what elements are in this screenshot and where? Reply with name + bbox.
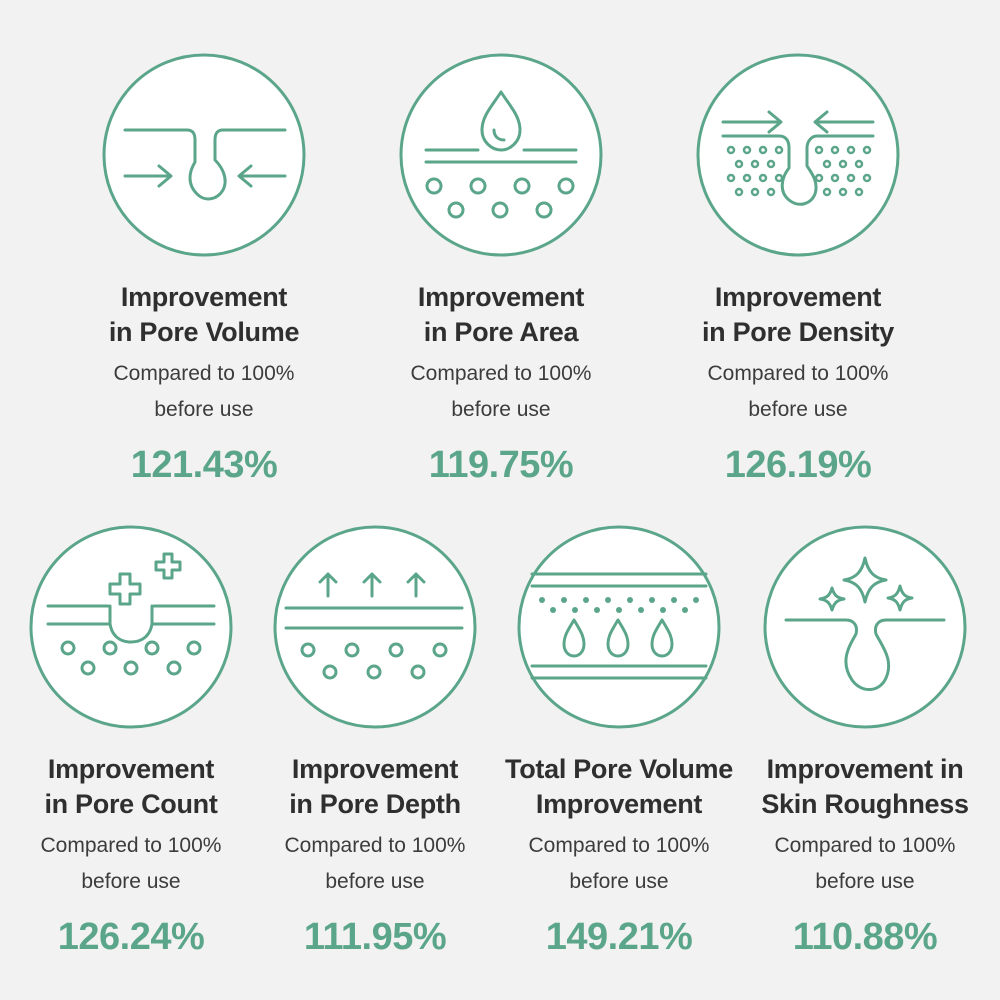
metric-card-total-pore-volume: Total Pore Volume Improvement Compared t… <box>494 524 744 960</box>
metric-value: 121.43% <box>130 444 278 486</box>
pore-count-icon <box>29 525 233 729</box>
pore-depth-icon <box>273 525 477 729</box>
metric-title: Improvement in Pore Count <box>44 754 218 819</box>
metric-value: 119.75% <box>428 444 574 486</box>
metric-title: Improvement in Pore Area <box>417 282 585 347</box>
pore-density-icon <box>696 53 900 257</box>
metric-subtitle: Compared to 100% before use <box>410 362 592 421</box>
pore-volume-icon <box>102 53 306 257</box>
metric-subtitle: Compared to 100% before use <box>774 834 956 893</box>
metric-subtitle: Compared to 100% before use <box>40 834 222 893</box>
metric-subtitle: Compared to 100% before use <box>528 834 710 893</box>
skin-roughness-icon <box>763 525 967 729</box>
metric-subtitle: Compared to 100% before use <box>707 362 889 421</box>
metric-subtitle: Compared to 100% before use <box>113 362 295 421</box>
metric-value: 110.88% <box>792 916 938 958</box>
metric-card-pore-depth: Improvement in Pore Depth Compared to 10… <box>250 524 500 960</box>
metric-value: 111.95% <box>303 916 447 958</box>
metric-value: 126.24% <box>57 916 205 958</box>
metric-title: Improvement in Pore Volume <box>108 282 300 347</box>
metric-card-pore-volume: Improvement in Pore Volume Compared to 1… <box>79 52 329 488</box>
metric-title: Improvement in Pore Density <box>701 282 895 347</box>
metric-card-pore-density: Improvement in Pore Density Compared to … <box>673 52 923 488</box>
metric-title: Improvement in Skin Roughness <box>761 754 969 819</box>
metric-value: 149.21% <box>545 916 693 958</box>
metric-card-pore-count: Improvement in Pore Count Compared to 10… <box>6 524 256 960</box>
metric-title: Total Pore Volume Improvement <box>505 754 733 819</box>
metric-card-skin-roughness: Improvement in Skin Roughness Compared t… <box>740 524 990 960</box>
metric-title: Improvement in Pore Depth <box>289 754 461 819</box>
metric-value: 126.19% <box>724 444 872 486</box>
metric-card-pore-area: Improvement in Pore Area Compared to 100… <box>376 52 626 488</box>
pore-area-icon <box>399 53 603 257</box>
total-pore-volume-icon <box>517 525 721 729</box>
metric-subtitle: Compared to 100% before use <box>284 834 466 893</box>
